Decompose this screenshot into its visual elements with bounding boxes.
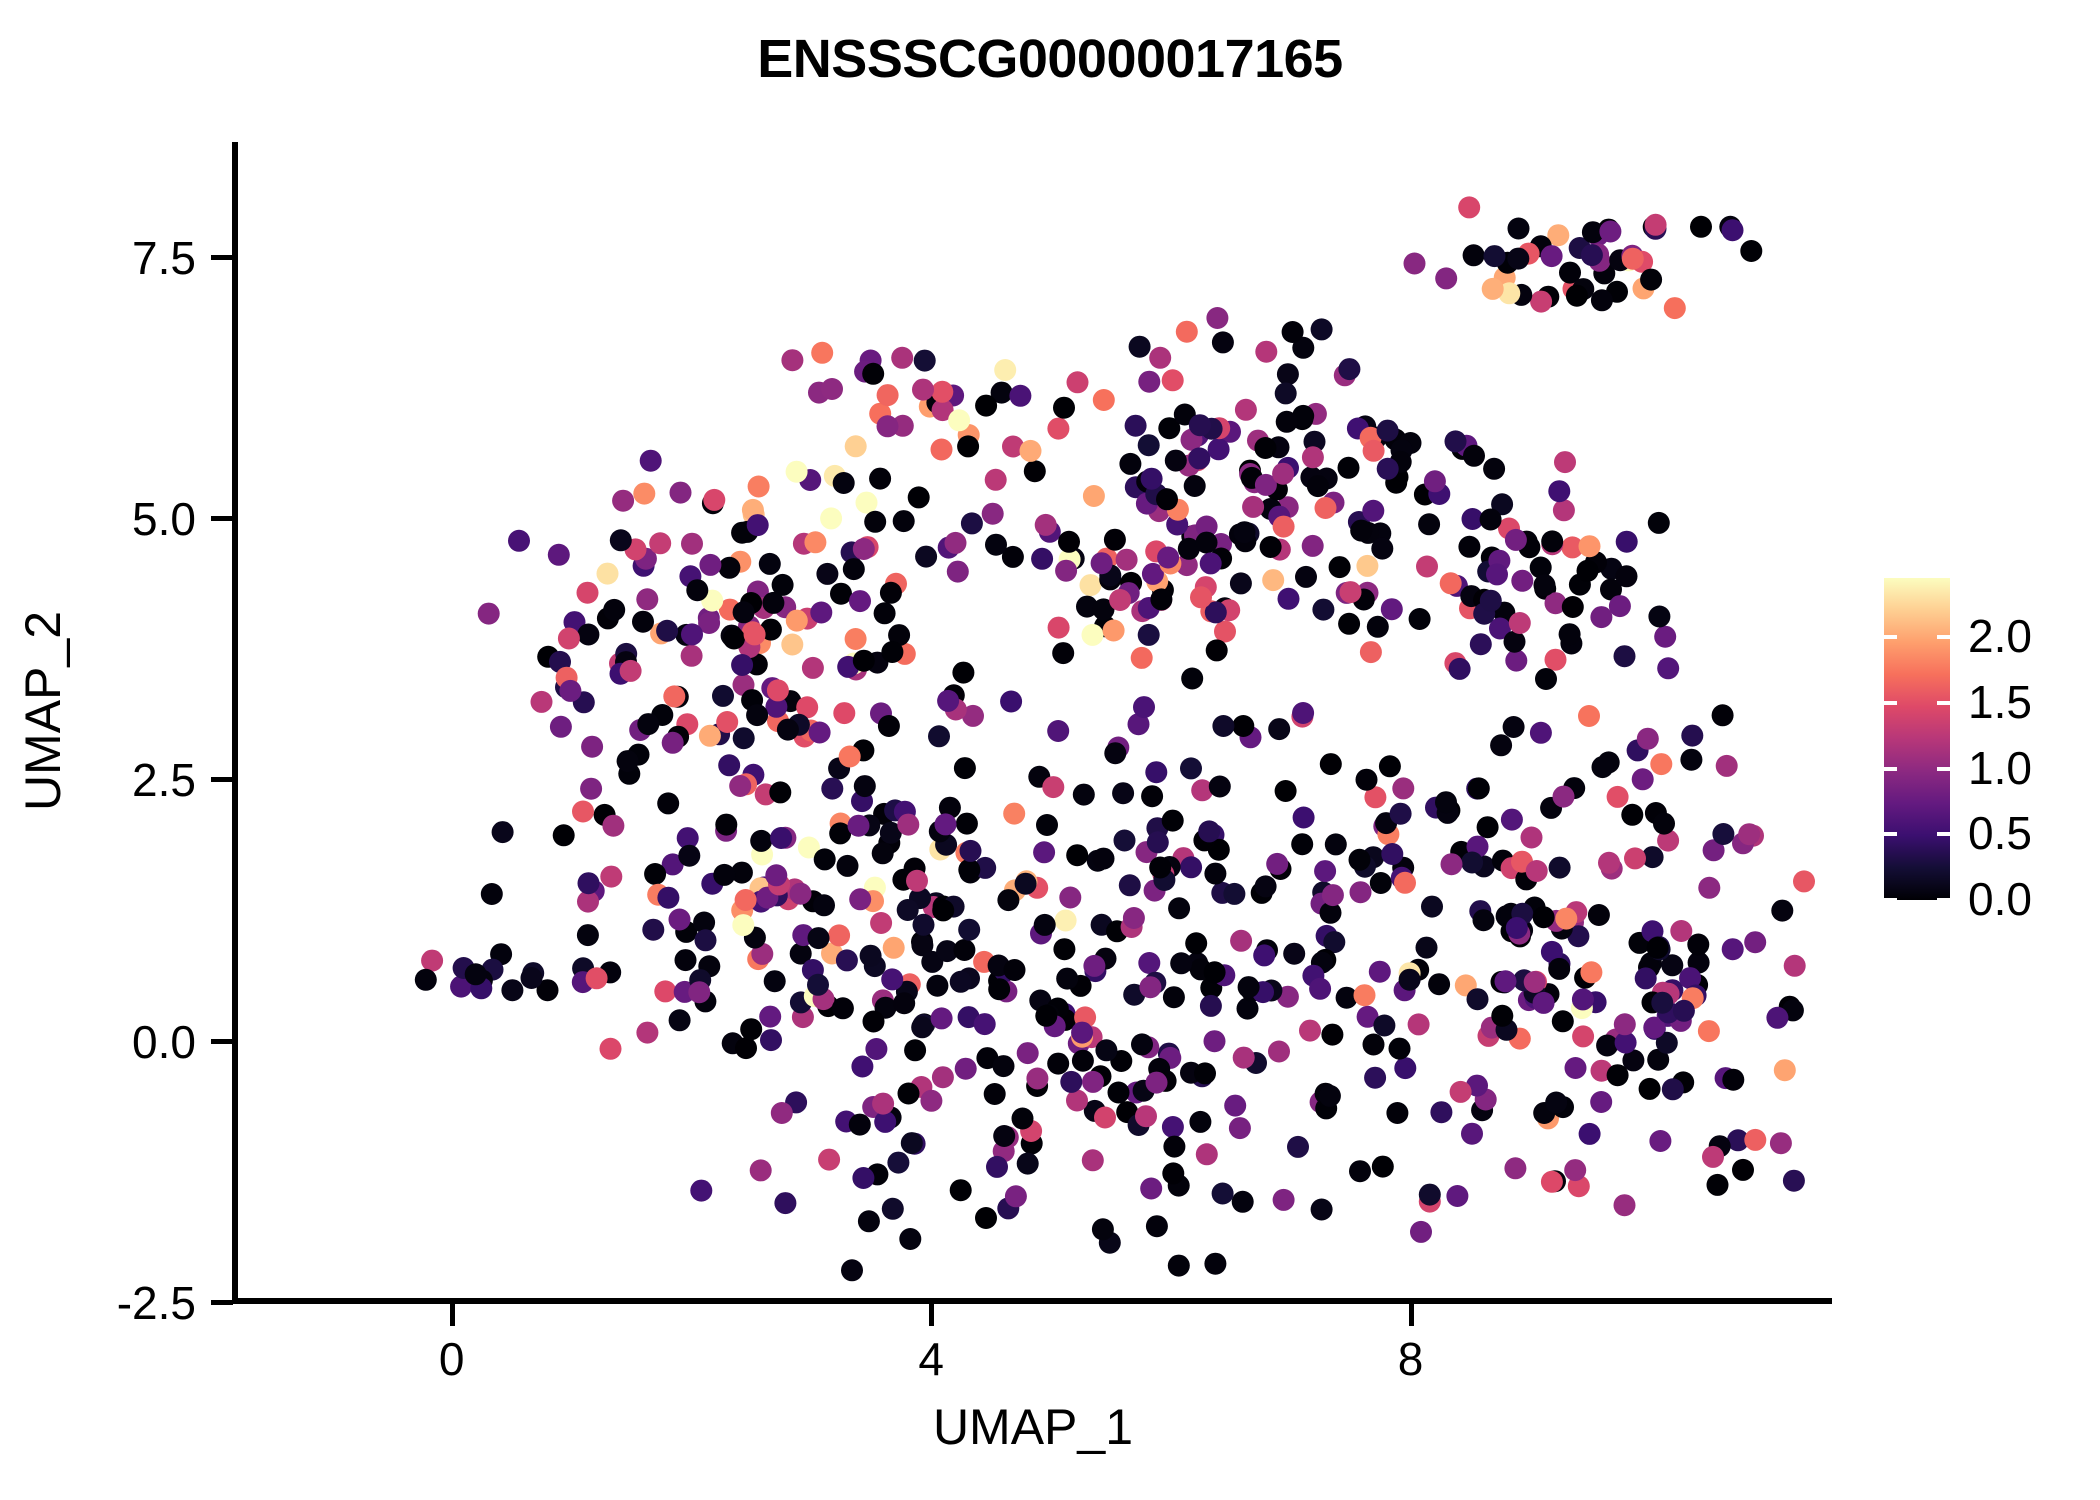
colorbar-gradient xyxy=(1884,578,1950,900)
y-tick-label: 5.0 xyxy=(132,493,196,546)
page-title: ENSSSCG00000017165 xyxy=(757,29,1343,89)
y-tick-label: -2.5 xyxy=(116,1277,196,1329)
colorbar-tick-mark xyxy=(1884,832,1897,837)
y-tick-mark xyxy=(211,516,233,522)
colorbar-tick-mark xyxy=(1884,700,1897,705)
x-tick-mark xyxy=(1408,1304,1414,1326)
colorbar-tick-mark xyxy=(1937,635,1950,640)
scatter-canvas xyxy=(414,196,1815,1282)
y-axis-title: UMAP_2 xyxy=(15,610,71,812)
colorbar-tick-label: 1.5 xyxy=(1968,675,2032,728)
colorbar-tick-label: 0.0 xyxy=(1968,873,2032,925)
colorbar-tick-mark xyxy=(1937,832,1950,837)
colorbar-tick-mark xyxy=(1937,766,1950,771)
colorbar-tick-mark xyxy=(1884,898,1897,902)
colorbar-tick-label: 1.0 xyxy=(1968,741,2032,794)
colorbar-tick-label: 0.5 xyxy=(1968,807,2032,860)
x-axis-title: UMAP_1 xyxy=(932,1399,1134,1455)
x-tick-mark xyxy=(449,1304,455,1326)
colorbar-tick-mark xyxy=(1884,635,1897,640)
colorbar-tick-mark xyxy=(1937,898,1950,902)
y-tick-mark xyxy=(211,1038,233,1044)
y-tick-label: 7.5 xyxy=(132,231,196,284)
y-tick-mark xyxy=(211,777,233,783)
x-tick-mark xyxy=(929,1304,935,1326)
x-tick-label: 8 xyxy=(1397,1333,1424,1385)
x-axis-line xyxy=(232,1298,1832,1304)
colorbar-legend: 0.0 0.5 1.0 1.5 2.0 xyxy=(1884,578,2084,922)
y-tick-label: 2.5 xyxy=(132,754,196,807)
y-tick-mark xyxy=(211,254,233,260)
colorbar-tick-label: 2.0 xyxy=(1968,610,2032,663)
y-tick-label: 0.0 xyxy=(132,1015,196,1068)
plot-panel xyxy=(236,142,1830,1302)
y-tick-mark xyxy=(211,1300,233,1305)
x-tick-label: 0 xyxy=(438,1333,465,1385)
x-tick-label: 4 xyxy=(918,1333,944,1385)
colorbar-tick-mark xyxy=(1884,766,1897,771)
y-axis-line xyxy=(232,142,238,1304)
colorbar-tick-mark xyxy=(1937,700,1950,705)
